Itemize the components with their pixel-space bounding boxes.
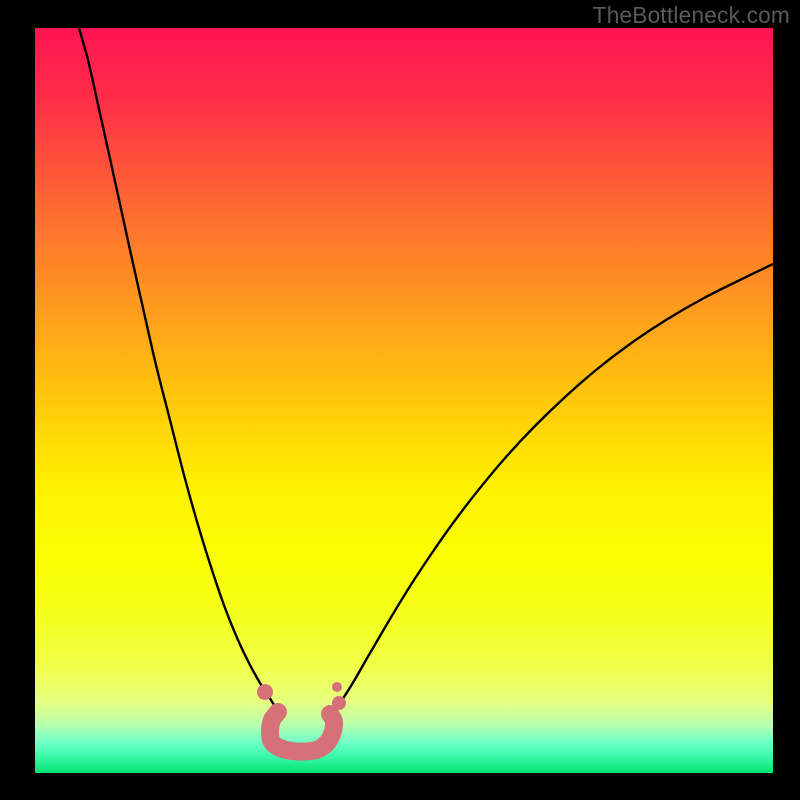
watermark-label: TheBottleneck.com — [593, 2, 790, 29]
plot-background — [35, 28, 773, 773]
marker-dot — [332, 682, 342, 692]
marker-dot — [257, 684, 273, 700]
marker-dot — [332, 696, 346, 710]
bottleneck-chart — [0, 0, 800, 800]
chart-canvas: TheBottleneck.com — [0, 0, 800, 800]
